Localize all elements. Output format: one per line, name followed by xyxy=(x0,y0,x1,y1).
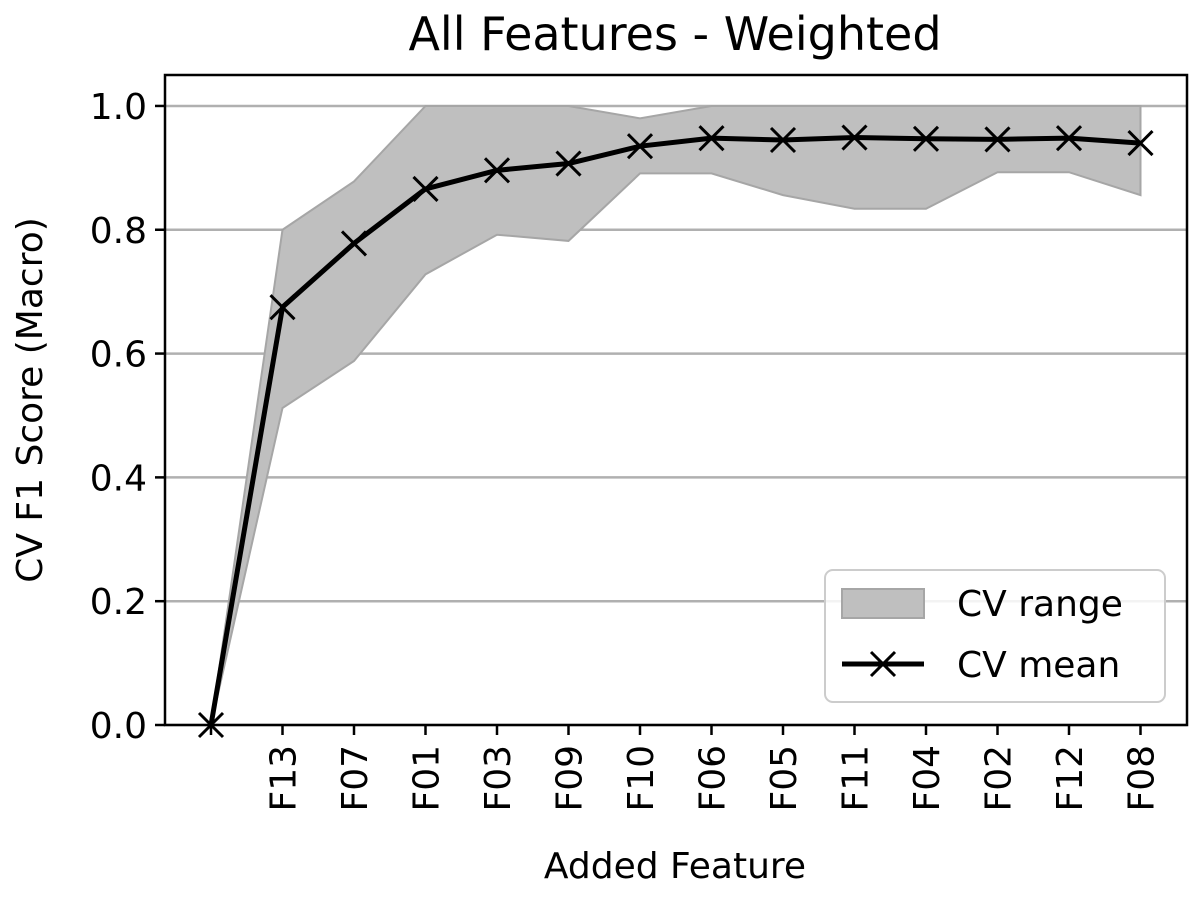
x-axis-ticks: F13 F07 F01 F03 F09 F10 F06 F05 F11 F04 F02 F12 F08 xyxy=(209,725,1163,812)
cv-mean-point-4 xyxy=(483,157,511,184)
plot-frame xyxy=(163,73,1189,727)
cv-mean-point-2 xyxy=(340,230,368,257)
cv-range-band xyxy=(210,104,1142,726)
x-tick-label-8: F05 xyxy=(764,745,805,812)
x-tick-label-13: F08 xyxy=(1122,745,1163,812)
y-axis-ticks: 0.0 0.2 0.4 0.6 0.8 1.0 xyxy=(90,87,165,747)
x-tick-label-6: F10 xyxy=(621,745,662,812)
x-tick-label-7: F06 xyxy=(693,745,734,812)
y-tick-label-4: 0.8 xyxy=(90,211,147,252)
legend-swatch-cv-range xyxy=(841,588,925,619)
y-tick-label-5: 1.0 xyxy=(90,87,147,128)
x-tick-label-9: F11 xyxy=(836,745,877,812)
cv-mean-point-13 xyxy=(1127,130,1154,157)
legend: CV range CV mean xyxy=(824,569,1166,703)
x-axis-label: Added Feature xyxy=(544,846,806,887)
cv-mean-point-6 xyxy=(626,133,654,160)
x-tick-label-10: F04 xyxy=(907,745,948,812)
x-tick-label-1: F13 xyxy=(264,745,305,812)
y-tick-label-1: 0.2 xyxy=(90,582,147,623)
chart-title: All Features - Weighted xyxy=(408,7,941,61)
cv-mean-point-1 xyxy=(269,294,296,321)
cv-mean-line xyxy=(208,135,1141,726)
cv-range-area xyxy=(210,104,1142,726)
y-axis-label: CV F1 Score (Macro) xyxy=(10,217,51,583)
cv-mean-point-5 xyxy=(555,150,582,177)
y-tick-label-2: 0.4 xyxy=(90,458,147,499)
x-tick-label-11: F02 xyxy=(979,745,1020,812)
legend-label-cv-mean: CV mean xyxy=(957,645,1120,686)
legend-swatch-cv-mean-marker xyxy=(869,650,897,678)
x-tick-label-2: F07 xyxy=(335,745,376,812)
cv-mean-point-3 xyxy=(412,175,439,202)
cv-mean-series xyxy=(197,124,1154,739)
cv-mean-point-8 xyxy=(769,126,797,154)
cv-mean-point-10 xyxy=(912,125,940,152)
cv-mean-point-7 xyxy=(698,125,725,152)
x-tick-label-12: F12 xyxy=(1050,745,1091,812)
x-tick-label-3: F01 xyxy=(407,745,448,812)
y-tick-label-3: 0.6 xyxy=(90,335,147,376)
cv-mean-point-12 xyxy=(1055,125,1083,152)
cv-mean-point-11 xyxy=(984,126,1011,153)
cv-mean-point-9 xyxy=(841,124,868,151)
x-tick-label-4: F03 xyxy=(478,745,519,812)
y-tick-label-0: 0.0 xyxy=(90,706,147,747)
x-tick-label-5: F09 xyxy=(550,745,591,812)
legend-label-cv-range: CV range xyxy=(957,584,1123,625)
